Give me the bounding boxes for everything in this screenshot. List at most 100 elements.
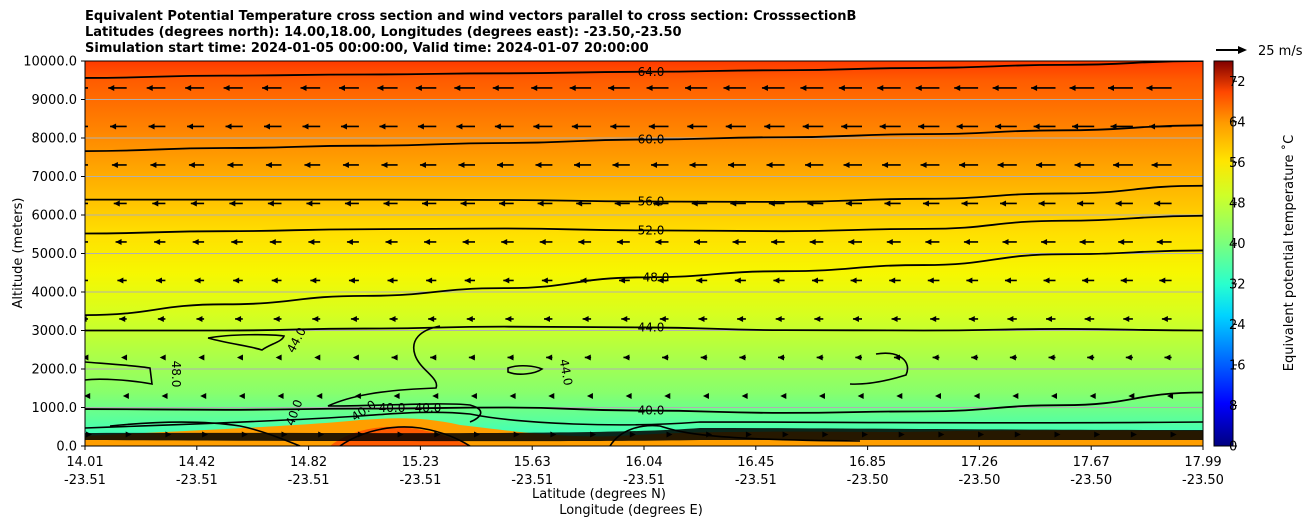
y-tick-label: 9000.0 <box>32 93 78 108</box>
contour-48-left <box>85 361 153 385</box>
wind-vector-head <box>1033 123 1040 130</box>
y-tick-label: 0.0 <box>56 440 77 455</box>
contour-44-small-loop <box>507 364 544 375</box>
wind-vector-head <box>187 123 194 130</box>
x-tick-label-lon: -23.51 <box>735 473 777 488</box>
wind-vector-head <box>342 161 349 168</box>
x-tick-label-lon: -23.51 <box>176 473 218 488</box>
contour-surface-4 <box>109 421 301 446</box>
y-axis: 0.0 1000.0 2000.0 3000.0 4000.0 5000.0 6000.0 7… <box>23 55 85 455</box>
wind-vector-head <box>422 200 429 207</box>
wind-vector-head <box>925 238 932 245</box>
y-tick-label: 5000.0 <box>32 247 78 262</box>
wind-vector-head <box>809 238 816 245</box>
wind-vector-head <box>915 84 922 91</box>
wind-vector-head <box>879 123 886 130</box>
wind-vector-head <box>918 123 925 130</box>
contour-label-64: 64.0 <box>638 65 665 79</box>
wind-vector-head <box>934 392 941 399</box>
wind-vector-head <box>377 84 384 91</box>
contour-line-60 <box>85 124 1203 152</box>
wind-vector-head <box>492 84 499 91</box>
wind-vector-head <box>340 123 347 130</box>
wind-vector-head <box>415 84 422 91</box>
wind-vector-head <box>956 123 963 130</box>
y-tick-label: 8000.0 <box>32 132 78 147</box>
wind-vector-head <box>157 315 164 322</box>
contour-label-48: 48.0 <box>643 270 670 284</box>
wind-vector-head <box>1054 431 1061 438</box>
colorbar-tick-label: 40 <box>1229 237 1246 252</box>
wind-vector-head <box>86 431 92 438</box>
wind-vector-head <box>1074 161 1081 168</box>
wind-vector-head <box>732 238 739 245</box>
x-tick-label-lon: -23.51 <box>399 473 441 488</box>
wind-vector-head <box>1146 84 1153 91</box>
wind-vector-head <box>262 84 269 91</box>
wind-vector-head <box>79 277 85 283</box>
chart-title: Equivalent Potential Temperature cross s… <box>85 9 856 57</box>
wind-vector-head <box>1079 238 1086 245</box>
contour-line-56 <box>85 184 1203 203</box>
wind-vector-head <box>544 315 551 322</box>
colorbar-tick-label: 72 <box>1229 75 1246 90</box>
y-tick-label: 1000.0 <box>32 401 78 416</box>
wind-vector-head <box>1043 277 1050 284</box>
wind-vector-head <box>338 84 345 91</box>
wind-vector-head <box>1130 431 1137 438</box>
y-tick-label: 7000.0 <box>32 170 78 185</box>
x-tick-label-lon: -23.50 <box>847 473 889 488</box>
chart-title-line-1: Equivalent Potential Temperature cross s… <box>85 9 857 24</box>
wind-vector-head <box>745 431 752 438</box>
wind-vector-head <box>814 315 821 322</box>
wind-vector-head <box>165 431 172 438</box>
wind-vector-head <box>72 123 78 129</box>
x-tick-label-lat: 17.67 <box>1073 455 1110 470</box>
wind-vector-head <box>73 162 79 168</box>
wind-vector-head <box>302 123 309 130</box>
wind-vector-head <box>1009 354 1016 361</box>
wind-vector-head <box>771 238 778 245</box>
wind-vector-head <box>1046 315 1053 322</box>
wind-vector-head <box>503 277 510 284</box>
wind-vector-head <box>954 84 961 91</box>
wind-vector-head <box>306 200 313 207</box>
wind-vector-head <box>300 84 307 91</box>
wind-vector-head <box>1048 354 1055 361</box>
y-tick-label: 2000.0 <box>32 363 78 378</box>
wind-vector-head <box>501 238 508 245</box>
wind-vector-head <box>571 123 578 130</box>
wind-vector-head <box>385 238 392 245</box>
wind-vector-head <box>698 315 705 322</box>
wind-vector-head <box>513 431 520 438</box>
wind-vector-head <box>236 354 243 361</box>
wind-vector-head <box>1012 392 1019 399</box>
colorbar-label: Equivalent potential temperature ˚C <box>1281 135 1297 371</box>
wind-vector-head <box>383 200 390 207</box>
wind-vector-head <box>75 200 81 206</box>
x-tick-label-lon: -23.51 <box>64 473 106 488</box>
wind-vector-head <box>616 238 623 245</box>
wind-vector-head <box>932 354 939 361</box>
wind-vector-head <box>202 431 209 438</box>
wind-vector-head <box>857 392 864 399</box>
wind-vector-head <box>1031 84 1038 91</box>
wind-vector-head <box>152 200 159 207</box>
contour-label-56: 56.0 <box>638 195 665 209</box>
wind-vector-head <box>816 354 823 361</box>
wind-vector-head <box>468 354 475 361</box>
wind-vector-head <box>77 239 83 245</box>
wind-vector-head <box>308 238 315 245</box>
wind-vector-head <box>318 431 325 438</box>
wind-vector-head <box>225 123 232 130</box>
x-axis-label-longitude: Longitude (degrees E) <box>559 503 703 518</box>
wind-vector-head <box>233 277 240 284</box>
wind-vector-head <box>882 161 889 168</box>
wind-vector-head <box>1118 238 1125 245</box>
wind-vector-head <box>267 200 274 207</box>
wind-vector-head <box>1128 392 1135 399</box>
x-tick-label-lon: -23.50 <box>958 473 1000 488</box>
wind-vector-head <box>271 277 278 284</box>
wind-vector-head <box>800 84 807 91</box>
wind-vector-head <box>389 315 396 322</box>
